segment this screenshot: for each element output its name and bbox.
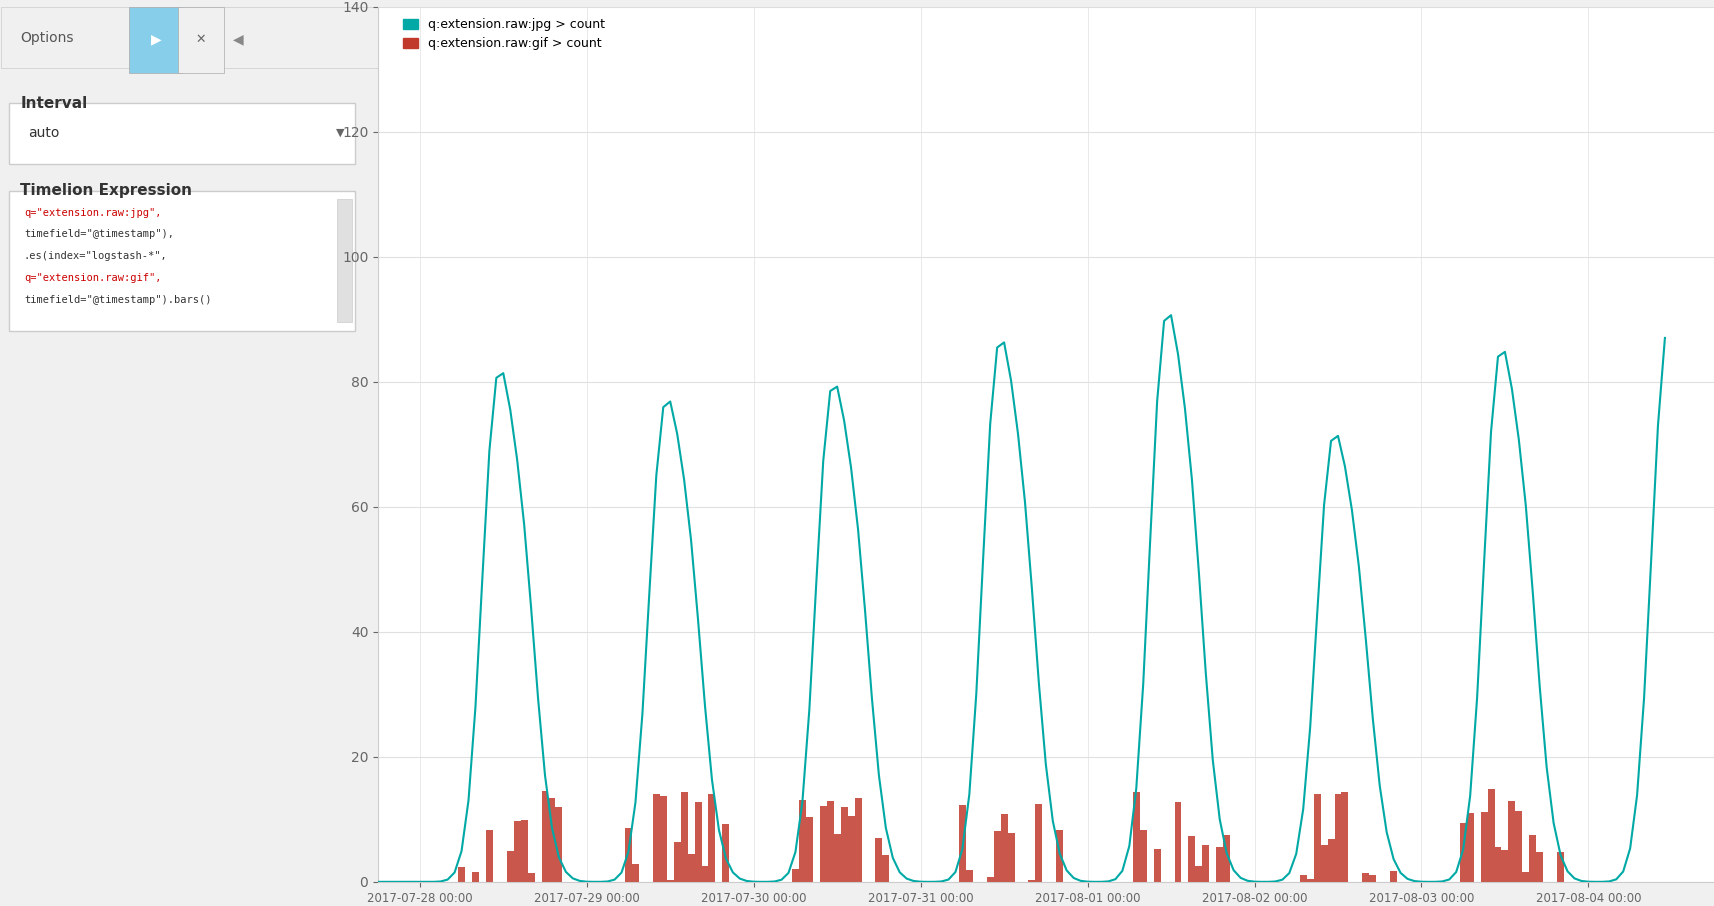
Bar — [1390, 871, 1397, 882]
Bar — [1340, 792, 1347, 882]
Bar — [986, 877, 992, 882]
Text: ◀: ◀ — [233, 33, 243, 46]
Bar — [1215, 847, 1222, 882]
Text: timefield="@timestamp").bars(): timefield="@timestamp").bars() — [24, 295, 211, 305]
Bar — [1222, 834, 1229, 882]
Bar — [1202, 844, 1208, 882]
Bar — [958, 805, 965, 882]
Bar — [521, 820, 528, 882]
Bar — [1529, 834, 1536, 882]
Bar — [680, 792, 687, 882]
Bar — [694, 802, 701, 882]
FancyBboxPatch shape — [9, 190, 355, 331]
FancyBboxPatch shape — [178, 7, 223, 72]
Bar — [1493, 847, 1500, 882]
Bar — [1028, 880, 1035, 882]
Bar — [1174, 802, 1181, 882]
Bar — [854, 798, 860, 882]
Text: ▶: ▶ — [151, 33, 161, 46]
FancyBboxPatch shape — [336, 199, 351, 322]
Bar — [542, 791, 548, 882]
Bar — [631, 863, 639, 882]
Bar — [819, 806, 826, 882]
Bar — [1306, 880, 1313, 882]
Text: q="extension.raw:gif",: q="extension.raw:gif", — [24, 273, 161, 284]
Bar — [1195, 865, 1202, 882]
Bar — [992, 831, 999, 882]
Bar — [1140, 830, 1147, 882]
Text: timefield="@timestamp"),: timefield="@timestamp"), — [24, 229, 173, 239]
Bar — [1299, 875, 1306, 882]
Bar — [722, 824, 728, 882]
Bar — [458, 867, 464, 882]
Bar — [999, 814, 1008, 882]
Bar — [799, 800, 806, 882]
Bar — [1008, 834, 1015, 882]
Text: auto: auto — [27, 126, 58, 140]
Bar — [528, 873, 535, 882]
Bar — [806, 816, 812, 882]
FancyBboxPatch shape — [9, 103, 355, 164]
Bar — [874, 838, 883, 882]
Bar — [667, 881, 674, 882]
Bar — [1500, 850, 1508, 882]
Bar — [660, 796, 667, 882]
Bar — [1333, 794, 1340, 882]
Bar — [555, 807, 562, 882]
Bar — [1515, 812, 1522, 882]
Bar — [624, 828, 631, 882]
Bar — [1479, 812, 1486, 882]
Text: Timelion Expression: Timelion Expression — [21, 183, 192, 198]
Bar — [1313, 794, 1320, 882]
FancyBboxPatch shape — [2, 7, 377, 68]
Bar — [1154, 849, 1160, 882]
Bar — [965, 870, 972, 882]
Bar — [687, 854, 694, 882]
Bar — [826, 801, 833, 882]
Text: q="extension.raw:jpg",: q="extension.raw:jpg", — [24, 207, 161, 217]
Bar — [1508, 802, 1515, 882]
Bar — [1056, 831, 1063, 882]
Bar — [1522, 872, 1529, 882]
Bar — [792, 869, 799, 882]
Bar — [1465, 813, 1472, 882]
Bar — [1556, 852, 1563, 882]
Bar — [514, 821, 521, 882]
Legend: q:extension.raw:jpg > count, q:extension.raw:gif > count: q:extension.raw:jpg > count, q:extension… — [398, 14, 610, 55]
Bar — [883, 855, 890, 882]
Bar — [1035, 804, 1042, 882]
Bar — [1486, 789, 1493, 882]
Text: ▼: ▼ — [336, 128, 345, 138]
Bar — [847, 816, 854, 882]
Bar — [1459, 823, 1465, 882]
Bar — [1320, 845, 1327, 882]
Bar — [1327, 839, 1333, 882]
FancyBboxPatch shape — [129, 7, 182, 72]
Bar — [708, 795, 715, 882]
Bar — [1361, 873, 1368, 882]
Bar — [506, 852, 514, 882]
Bar — [701, 866, 708, 882]
Text: Options: Options — [21, 31, 74, 44]
Bar — [1536, 852, 1543, 882]
Text: .es(index="logstash-*",: .es(index="logstash-*", — [24, 251, 168, 261]
Bar — [1133, 793, 1140, 882]
Bar — [833, 834, 840, 882]
Text: ✕: ✕ — [195, 33, 206, 46]
Bar — [548, 798, 555, 882]
Bar — [1188, 836, 1195, 882]
Bar — [840, 807, 847, 882]
Bar — [653, 794, 660, 882]
Bar — [674, 842, 680, 882]
Bar — [1368, 875, 1375, 882]
Text: Interval: Interval — [21, 96, 87, 111]
Bar — [471, 872, 478, 882]
Bar — [485, 831, 492, 882]
